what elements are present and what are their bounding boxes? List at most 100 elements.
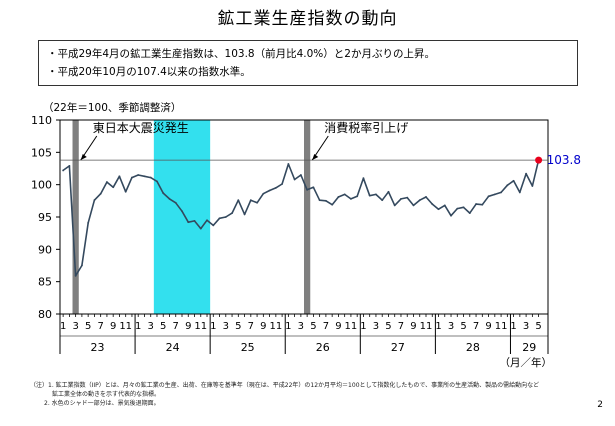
series-group: 103.8 [62,153,581,277]
data-point [224,216,227,218]
data-point [143,175,146,178]
data-point [193,219,196,222]
y-tick-label: 80 [38,308,52,321]
x-tick-label: 3 [523,321,529,332]
x-axis-unit: （月／年） [500,356,553,369]
annotation-arrowhead-0 [80,154,87,160]
data-point [450,214,452,217]
x-tick-label: 5 [385,321,391,332]
data-point [400,197,402,200]
data-point [375,193,377,196]
annotation-label-0: 東日本大震災発生 [93,121,189,135]
x-tick-label: 3 [448,321,454,332]
x-tick-label: 11 [119,321,132,332]
x-tick-label: 9 [185,321,191,332]
footnote: （注）1. 鉱工業指数（IIP）とは、月々の鉱工業の生産、出荷、在庫等を基準年（… [30,381,590,408]
last-data-point [535,156,543,164]
data-point [274,187,277,189]
data-point [168,197,171,200]
y-tick-label: 105 [31,146,52,159]
data-point [481,203,484,206]
page-title: 鉱工業生産指数の動向 [217,9,398,29]
y-tick-label: 100 [31,179,52,192]
x-tick-label: 1 [285,321,291,332]
data-point [256,201,258,204]
summary-line-2: ・平成20年10月の107.4以来の指数水準。 [47,66,251,78]
year-label: 23 [91,341,105,354]
data-point [93,199,96,202]
data-point [268,189,271,192]
data-point [493,193,496,196]
x-tick-label: 7 [398,321,404,332]
x-tick-label: 7 [248,321,254,332]
data-point [475,203,477,205]
x-tick-label: 11 [269,321,282,332]
x-tick-label: 7 [473,321,479,332]
data-point [99,192,102,195]
x-tick-label: 5 [85,321,91,332]
last-point-label: 103.8 [547,153,581,167]
shaded-period-2 [304,120,311,314]
data-point [456,207,459,210]
y-tick-label: 85 [38,276,52,289]
summary-box: ・平成29年4月の鉱工業生産指数は、103.8（前月比4.0%）と2か月ぶりの上… [38,40,578,86]
data-point [462,206,465,209]
x-tick-label: 11 [420,321,433,332]
footnote-line-2: 鉱工業全体の動きを示す代表的な指標。 [52,391,161,398]
data-point [525,172,528,175]
x-tick-label: 1 [210,321,216,332]
data-point [187,221,190,224]
data-point [181,210,183,213]
data-point [368,194,371,197]
data-point [306,188,309,191]
data-point [212,224,215,227]
data-point [381,199,384,202]
data-point [287,163,290,165]
data-point [518,191,521,194]
footnote-line-1: （注）1. 鉱工業指数（IIP）とは、月々の鉱工業の生産、出荷、在庫等を基準年（… [30,382,540,389]
data-point [249,199,252,202]
shaded-period-0 [72,120,79,314]
data-point [162,192,165,194]
data-point [243,213,246,216]
data-point [343,193,346,196]
x-tick-label: 11 [345,321,358,332]
x-tick-label: 11 [495,321,508,332]
data-point [531,185,534,187]
data-point [131,176,133,179]
x-tick-label: 7 [173,321,179,332]
data-point [68,165,71,167]
year-label: 28 [466,341,480,354]
year-label: 25 [241,341,255,354]
x-tick-label: 1 [360,321,366,332]
x-tick-label: 1 [60,321,66,332]
x-tick-label: 1 [510,321,516,332]
page-number: 2 [597,400,603,410]
year-label: 24 [166,341,180,354]
data-point [443,204,446,207]
data-point [299,174,302,176]
x-tick-label: 3 [223,321,229,332]
x-tick-label: 3 [373,321,379,332]
x-tick-label: 1 [135,321,141,332]
data-point [62,169,65,172]
data-point [262,192,265,195]
data-point [437,208,440,211]
summary-line-1: ・平成29年4月の鉱工業生産指数は、103.8（前月比4.0%）と2か月ぶりの上… [47,48,435,60]
y-tick-label: 110 [31,114,52,127]
data-point [118,175,121,178]
data-point [431,203,434,205]
data-point [124,190,127,193]
data-point [293,178,296,181]
data-point [237,199,240,202]
data-point [324,199,327,202]
data-point [487,195,490,198]
series-line-0 [62,159,540,277]
x-tick-label: 9 [485,321,491,332]
x-tick-label: 5 [235,321,241,332]
x-tick-label: 3 [72,321,78,332]
annotation-label-1: 消費税率引上げ [324,120,408,135]
y-tick-label: 90 [38,243,52,256]
data-point [512,179,515,182]
